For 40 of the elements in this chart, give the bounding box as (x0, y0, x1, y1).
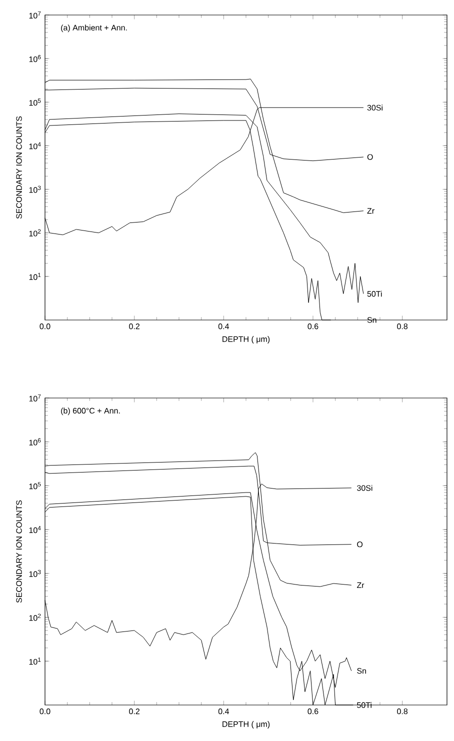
series-label: 30Si (367, 104, 382, 111)
y-tick-label: 10$^{6}$ (29, 55, 41, 62)
series-label: 50Ti (367, 290, 382, 297)
y-tick-label: 10$^{2}$ (29, 229, 41, 236)
x-axis-title: DEPTH ( μm) (222, 336, 270, 344)
y-tick-label: 10$^{5}$ (29, 98, 41, 106)
series-label: Zr (367, 208, 374, 214)
series-label: 30Si (357, 484, 372, 491)
x-tick-label: 0.8 (397, 324, 408, 330)
text: (b) 600°C + Ann. (61, 408, 120, 416)
y-tick-label: 10$^{7}$ (29, 394, 41, 402)
x-tick-label: 0.0 (40, 324, 50, 330)
y-tick-label: 10$^{2}$ (29, 614, 41, 621)
x-tick-label: 0.2 (129, 708, 140, 714)
series-label: O (357, 542, 363, 548)
y-tick-label: 10$^{1}$ (29, 658, 41, 665)
y-tick-label: 10$^{1}$ (29, 272, 41, 280)
y-tick-label: 10$^{4}$ (29, 526, 41, 534)
y-tick-label: 10$^{3}$ (29, 186, 41, 193)
x-tick-label: 0.0 (40, 708, 50, 714)
y-axis-title: SECONDARY ION COUNTS (16, 116, 22, 219)
y-tick-label: 10$^{5}$ (29, 482, 41, 490)
y-tick-label: 10$^{3}$ (29, 570, 41, 577)
x-tick-label: 0.2 (129, 324, 140, 330)
x-tick-label: 0.6 (308, 708, 318, 714)
x-axis-title: DEPTH ( μm) (222, 721, 270, 729)
y-tick-label: 10$^{4}$ (29, 142, 41, 150)
y-tick-label: 10$^{6}$ (29, 438, 41, 446)
series-label: O (367, 154, 373, 160)
x-tick-label: 0.4 (218, 708, 229, 714)
series-label: Zr (356, 582, 364, 588)
text: (a) Ambient + Ann. (61, 24, 127, 32)
legend-label: Sn (367, 317, 376, 323)
legend-label: 50Ti (357, 702, 372, 708)
x-tick-label: 0.8 (397, 708, 408, 714)
y-axis-title: SECONDARY ION COUNTS (16, 500, 22, 603)
x-tick-label: 0.4 (218, 324, 229, 330)
series-label: Sn (357, 668, 366, 674)
x-tick-label: 0.6 (308, 324, 318, 330)
y-tick-label: 10$^{7}$ (29, 11, 41, 19)
